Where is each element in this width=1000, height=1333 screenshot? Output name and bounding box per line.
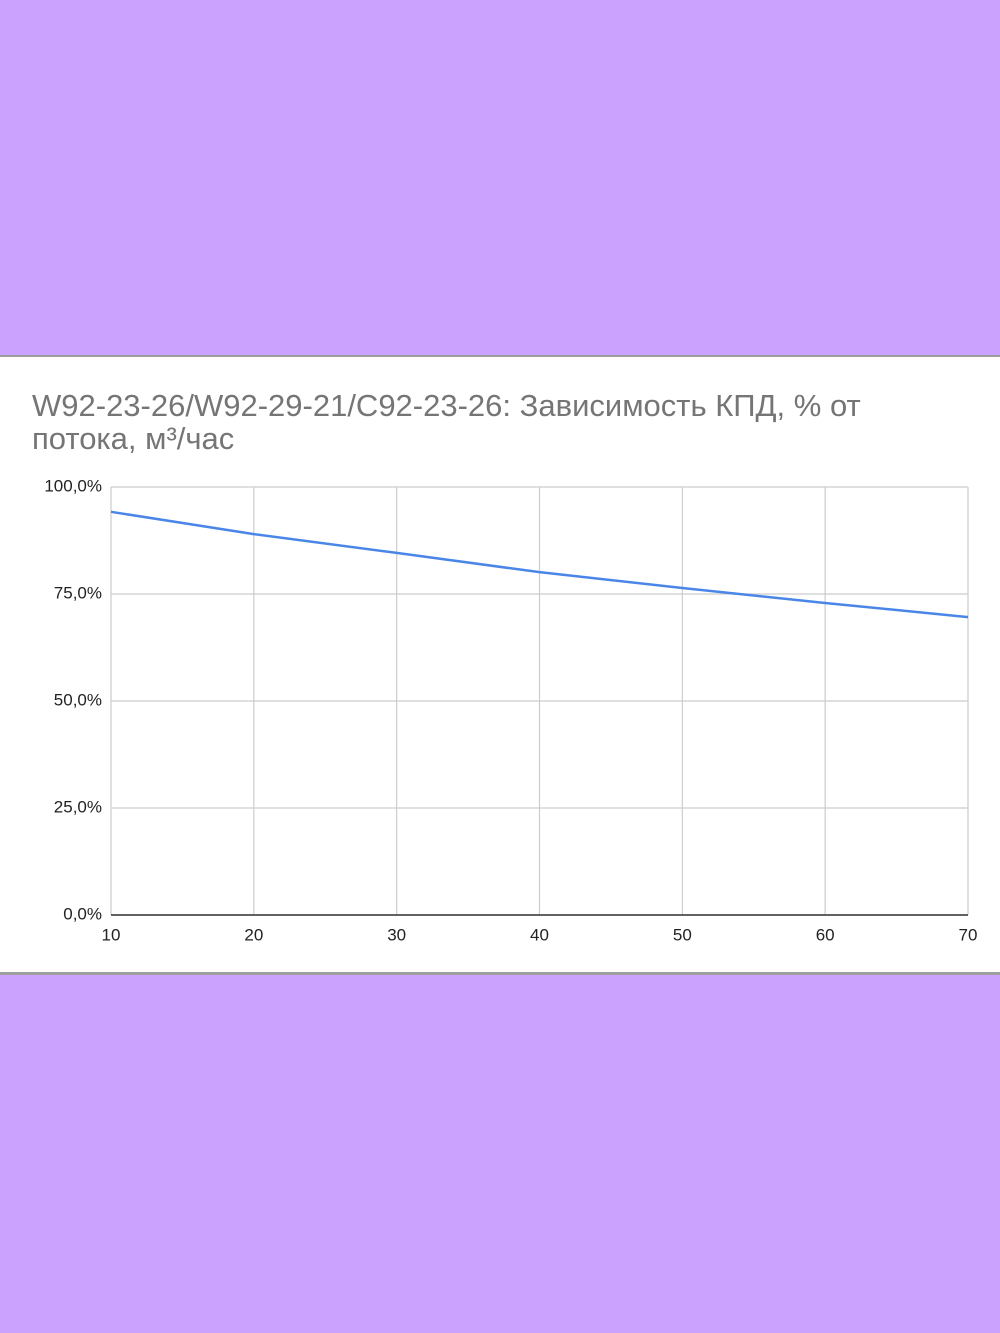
x-tick-label: 70 — [959, 925, 978, 944]
x-tick-label: 10 — [102, 925, 121, 944]
x-tick-label: 20 — [244, 925, 263, 944]
y-tick-label: 0,0% — [63, 904, 102, 923]
x-tick-label: 50 — [673, 925, 692, 944]
data-line — [110, 510, 969, 619]
y-tick-label: 25,0% — [54, 797, 102, 816]
chart-panel: W92-23-26/W92-29-21/C92-23-26: Зависимос… — [0, 355, 1000, 975]
x-tick-label: 40 — [530, 925, 549, 944]
y-tick-label: 75,0% — [54, 583, 102, 602]
chart-title: W92-23-26/W92-29-21/C92-23-26: Зависимос… — [32, 388, 861, 456]
chart: 0,0% 25,0% 50,0% 75,0% 100,0% 10 20 30 40 50 60 70 — [44, 476, 978, 944]
y-tick-label: 100,0% — [44, 476, 102, 495]
x-tick-label: 30 — [387, 925, 406, 944]
y-tick-label: 50,0% — [54, 690, 102, 709]
x-tick-label: 60 — [816, 925, 835, 944]
